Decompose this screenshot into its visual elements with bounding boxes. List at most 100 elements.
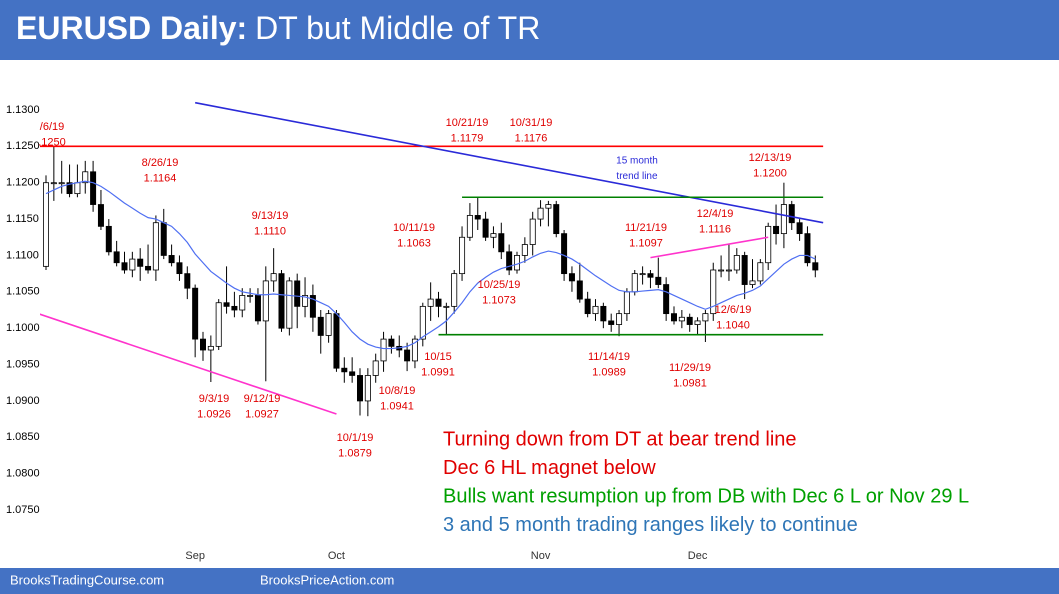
candle-body [757,262,764,282]
annotation: 1.0989 [592,366,626,378]
candle-body [710,269,717,315]
candle-body [529,218,536,245]
annotation: 10/21/19 [446,117,489,129]
candle-body [223,302,230,307]
candle-body [773,225,780,235]
candle-body [694,320,701,325]
candle-body [50,182,57,185]
candle-body [443,305,450,308]
candle-body [184,273,191,289]
title-bold: EURUSD Daily: [16,10,247,46]
candle-body [270,273,277,282]
trend-line [194,101,824,224]
candle-body [725,269,732,272]
candle-body [639,273,646,276]
annotation: 1.1073 [482,294,516,306]
y-tick-label: 1.1200 [6,177,40,189]
candle-body [325,313,332,336]
footer-left: BrooksTradingCourse.com [10,572,164,587]
candle-body [380,338,387,362]
annotation: 1.0991 [421,366,455,378]
candle-body [90,171,97,205]
candle-body [498,233,505,253]
annotation: 10/15 [424,351,452,363]
candle-body [537,207,544,220]
annotation: 11/21/19 [625,222,667,234]
annotation: 1.1110 [254,225,286,237]
candle-body [66,182,73,195]
candle-body [686,316,693,325]
candle-body [239,295,246,311]
candle-body [506,251,513,271]
candle-body [74,182,81,195]
annotation: .1250 [38,136,66,148]
candle-body [207,345,214,351]
y-tick-label: 1.0750 [6,504,40,516]
candle-body [655,276,662,285]
candle-body [780,204,787,235]
annotation: 9/12/19 [244,393,281,405]
annotation: 1.1063 [397,237,431,249]
candle-body [388,338,395,347]
candle-body [741,255,748,285]
candle-body [490,233,497,238]
y-tick-label: 1.1250 [6,140,40,152]
annotation: 10/8/19 [379,385,416,397]
candle-body [812,262,819,271]
title-rest: DT but Middle of TR [255,10,540,46]
candle-body [592,305,599,315]
candle-body [231,305,238,311]
footer-right: BrooksPriceAction.com [260,572,394,587]
note: 3 and 5 month trading ranges likely to c… [443,514,858,536]
annotation: 1.0926 [197,408,231,420]
annotation: 1.1164 [144,172,177,184]
annotation: /6/19 [40,121,64,133]
annotation: 10/25/19 [478,279,521,291]
candle-body [317,316,324,336]
x-tick-label: Sep [185,550,205,562]
trend-line [40,313,337,415]
candle-body [113,251,120,264]
candle-body [521,244,528,256]
candle-body [43,182,50,267]
candle-body [121,262,128,271]
annotation: trend line [616,171,658,182]
candle-body [647,273,654,278]
candle-body [82,171,89,184]
candle-body [254,295,261,322]
y-tick-label: 1.0900 [6,395,40,407]
y-tick-label: 1.1150 [6,213,39,225]
y-tick-label: 1.0850 [6,431,40,443]
candle-body [137,258,144,267]
candle-body [749,280,756,285]
y-tick-label: 1.1050 [6,286,40,298]
annotation: 10/11/19 [393,222,435,234]
candle-body [247,295,254,297]
annotation: 1.1040 [716,319,750,331]
note: Dec 6 HL magnet below [443,457,656,479]
candle-body [262,280,269,322]
candle-body [553,204,560,235]
annotation: 1.0981 [673,377,707,389]
candle-body [765,225,772,264]
candle-body [160,222,167,256]
plot [40,101,824,417]
x-tick-label: Dec [688,550,708,562]
candle-body [145,265,152,271]
y-tick-label: 1.1100 [6,249,39,261]
candle-body [364,375,371,402]
annotation: 11/14/19 [588,351,630,363]
candle-body [309,295,316,318]
candle-body [302,295,309,307]
candle-body [600,305,607,322]
candle-body [435,298,442,307]
candle-body [199,338,206,351]
candle-body [631,273,638,293]
candle-body [168,255,175,264]
candle-body [427,298,434,307]
candle-body [576,280,583,300]
candle-body [192,287,199,340]
candle-body [278,273,285,329]
candle-body [466,215,473,238]
